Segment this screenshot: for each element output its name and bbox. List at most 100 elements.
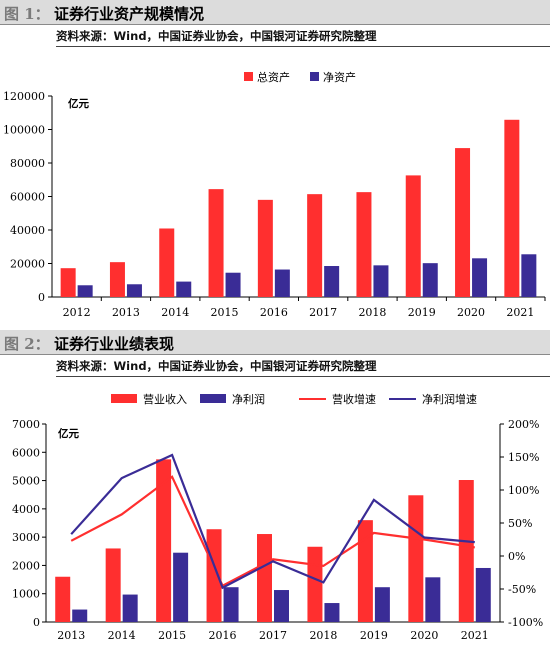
bar-revenue <box>357 520 373 622</box>
x-tick-label: 2019 <box>408 306 436 319</box>
bar-revenue <box>156 459 172 622</box>
bar-total-assets <box>208 189 224 297</box>
bar-net-assets <box>324 266 340 297</box>
legend-swatch-net-assets <box>310 72 319 81</box>
x-tick-label: 2015 <box>211 306 239 319</box>
bar-net-profit <box>324 603 340 622</box>
bar-net-assets <box>422 263 438 297</box>
bar-revenue <box>408 495 424 622</box>
y-tick-label: 7000 <box>12 418 40 431</box>
y-tick-label: 4000 <box>12 503 40 516</box>
figure-2-title: 证券行业业绩表现 <box>54 335 175 353</box>
legend-swatch-revenue <box>111 394 137 403</box>
bar-net-profit <box>274 590 289 622</box>
y-tick-label: 5000 <box>12 475 40 488</box>
legend-label-net-assets: 净资产 <box>323 70 356 84</box>
figure-1-title: 证券行业资产规模情况 <box>54 5 205 23</box>
bar-total-assets <box>109 262 125 297</box>
legend-label-net-profit: 净利润 <box>232 392 265 406</box>
y-tick-label: 120000 <box>3 90 45 103</box>
y2-tick-label: -50% <box>508 583 536 596</box>
figure-1-number: 图 1： <box>4 5 50 23</box>
x-tick-label: 2013 <box>112 306 140 319</box>
legend-label-net-profit-growth: 净利润增速 <box>422 392 477 406</box>
bar-net-profit <box>223 587 239 622</box>
unit-label: 亿元 <box>68 97 89 110</box>
bar-revenue <box>458 480 474 622</box>
bar-net-profit <box>425 577 441 622</box>
chart-2: 0 1000 2000 3000 4000 5000 6000 7000 -100% -50% 0%… <box>12 392 543 642</box>
bar-revenue <box>257 534 272 622</box>
chart-1: 0 20000 40000 60000 80000 100000 120000 亿元 2012 2… <box>3 70 546 319</box>
y2-tick-label: 200% <box>508 418 539 431</box>
bar-net-assets <box>225 272 241 297</box>
x-tick-label: 2014 <box>161 306 189 319</box>
bar-net-assets <box>126 284 142 297</box>
y2-tick-label: 0% <box>508 550 525 563</box>
bar-net-profit <box>173 552 189 622</box>
line-revenue-growth <box>70 475 475 588</box>
bar-net-assets <box>274 269 290 297</box>
bar-total-assets <box>159 228 175 297</box>
bar-net-profit <box>374 587 390 622</box>
bar-total-assets <box>405 175 421 297</box>
x-tick-label: 2016 <box>209 629 237 642</box>
bar-net-assets <box>77 285 93 297</box>
legend-swatch-net-profit <box>200 394 226 403</box>
y2-tick-label: 50% <box>508 517 532 530</box>
bar-revenue <box>307 546 323 622</box>
y-tick-label: 100000 <box>3 124 45 137</box>
y-tick-label: 20000 <box>10 258 45 271</box>
y-tick-label: 80000 <box>10 157 45 170</box>
figure-2-header: 图 2： 证券行业业绩表现 <box>0 330 550 355</box>
figure-1-source: 资料来源：Wind，中国证券业协会，中国银河证券研究院整理 <box>56 28 550 47</box>
x-tick-label: 2021 <box>506 306 534 319</box>
x-tick-label: 2014 <box>108 629 136 642</box>
bar-net-profit <box>72 609 88 622</box>
x-tick-label: 2018 <box>309 629 337 642</box>
x-tick-label: 2020 <box>457 306 485 319</box>
bar-revenue <box>105 548 121 622</box>
legend-label-revenue-growth: 营收增速 <box>332 392 376 406</box>
bar-total-assets <box>60 268 76 297</box>
bar-revenue <box>55 576 71 622</box>
x-tick-label: 2020 <box>410 629 438 642</box>
bar-revenue <box>206 529 222 622</box>
x-tick-label: 2012 <box>63 306 91 319</box>
y2-tick-label: -100% <box>508 616 543 629</box>
y-tick-label: 3000 <box>12 531 40 544</box>
bar-total-assets <box>455 148 471 297</box>
legend-swatch-total-assets <box>244 72 253 81</box>
y-tick-label: 1000 <box>12 588 40 601</box>
bar-total-assets <box>307 194 323 297</box>
y-tick-label: 2000 <box>12 559 40 572</box>
y-tick-label: 0 <box>33 616 40 629</box>
bar-net-assets <box>176 281 192 297</box>
bar-total-assets <box>257 199 273 297</box>
x-tick-label: 2019 <box>360 629 388 642</box>
bar-total-assets <box>504 119 520 297</box>
unit-label: 亿元 <box>58 427 79 440</box>
bar-net-assets <box>373 265 389 297</box>
figure-2-source: 资料来源：Wind，中国证券业协会，中国银河证券研究院整理 <box>56 358 550 377</box>
x-tick-label: 2021 <box>461 629 489 642</box>
x-tick-label: 2013 <box>57 629 85 642</box>
y-tick-label: 6000 <box>12 446 40 459</box>
figure-1-header: 图 1： 证券行业资产规模情况 <box>0 0 550 25</box>
bar-net-profit <box>475 567 491 622</box>
bar-net-profit <box>122 594 138 622</box>
figure-2-number: 图 2： <box>4 335 50 353</box>
y-tick-label: 0 <box>38 291 45 304</box>
x-tick-label: 2017 <box>259 629 287 642</box>
bar-net-assets <box>521 254 537 297</box>
legend-label-revenue: 营业收入 <box>143 392 187 406</box>
y2-tick-label: 100% <box>508 484 539 497</box>
x-tick-label: 2017 <box>309 306 337 319</box>
bar-total-assets <box>356 192 372 297</box>
line-net-profit-growth <box>70 453 475 590</box>
legend-label-total-assets: 总资产 <box>257 70 290 84</box>
x-tick-label: 2015 <box>158 629 186 642</box>
y-tick-label: 40000 <box>10 224 45 237</box>
y2-tick-label: 150% <box>508 451 539 464</box>
x-tick-label: 2016 <box>260 306 288 319</box>
